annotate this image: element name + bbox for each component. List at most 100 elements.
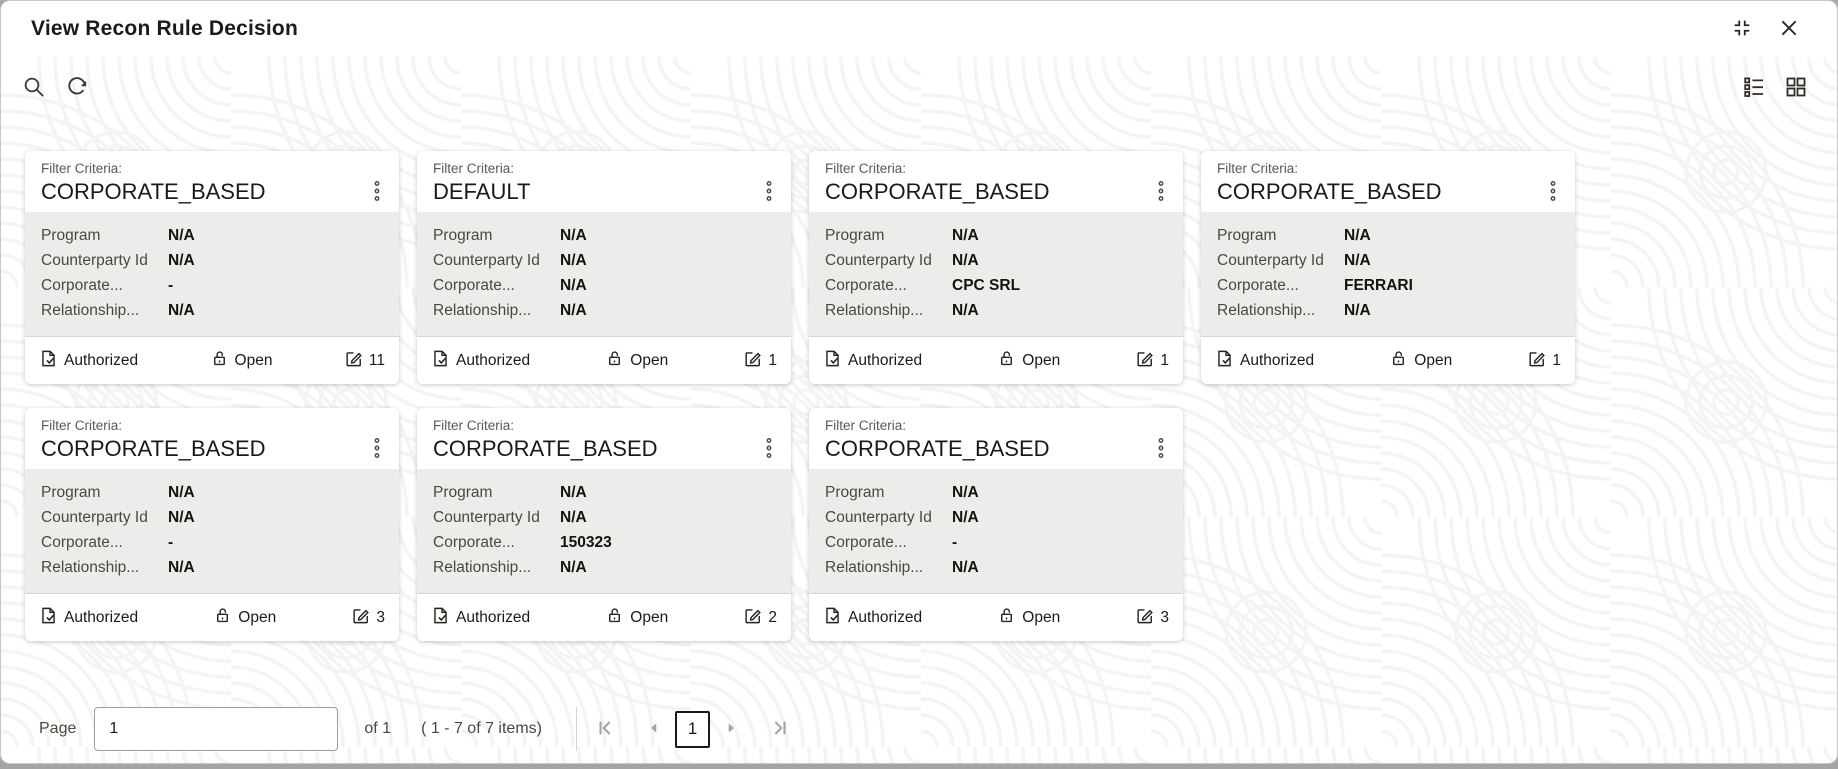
field-row-relationship: Relationship... N/A [41, 298, 383, 323]
field-row-counterparty-id: Counterparty Id N/A [433, 505, 775, 530]
field-value: - [952, 534, 958, 551]
field-value: N/A [1344, 227, 1371, 244]
field-value: N/A [168, 484, 195, 501]
paginator-divider [575, 707, 577, 751]
authorization-status-label: Authorized [64, 608, 139, 626]
field-label: Corporate... [825, 534, 907, 551]
field-value: N/A [168, 227, 195, 244]
grid-view-icon [1784, 75, 1808, 102]
field-label: Program [825, 484, 885, 501]
page-number-input[interactable] [94, 707, 339, 751]
field-row-program: Program N/A [41, 480, 383, 505]
authorized-document-icon [823, 349, 842, 373]
field-row-relationship: Relationship... N/A [825, 555, 1167, 580]
close-icon [1779, 18, 1799, 41]
field-row-counterparty-id: Counterparty Id N/A [433, 248, 775, 273]
kebab-menu-button[interactable] [1153, 178, 1169, 207]
field-value: N/A [1344, 302, 1371, 319]
previous-page-button[interactable] [643, 717, 665, 742]
collapse-window-button[interactable] [1727, 13, 1757, 46]
edit-icon [1135, 606, 1154, 630]
field-label: Program [1217, 227, 1277, 244]
modification-count: 11 [344, 349, 385, 373]
card-header: Filter Criteria: CORPORATE_BASED [25, 151, 399, 212]
current-page-button[interactable]: 1 [674, 710, 710, 748]
first-page-button[interactable] [593, 715, 619, 744]
edit-icon [743, 349, 762, 373]
last-page-button[interactable] [766, 715, 792, 744]
authorization-status-label: Authorized [848, 608, 923, 626]
field-value: N/A [560, 509, 587, 526]
page-label: Page [39, 720, 77, 737]
field-label: Corporate... [433, 277, 515, 294]
field-label: Counterparty Id [41, 252, 148, 269]
field-label: Program [433, 484, 493, 501]
toolbar [1, 57, 1837, 103]
edit-icon [1135, 349, 1154, 373]
field-value: N/A [952, 252, 979, 269]
field-label: Relationship... [825, 302, 924, 319]
recon-rule-card: Filter Criteria: CORPORATE_BASED Program… [809, 151, 1183, 384]
card-header: Filter Criteria: CORPORATE_BASED [417, 408, 791, 469]
card-header: Filter Criteria: CORPORATE_BASED [1201, 151, 1575, 212]
filter-criteria-label: Filter Criteria: [433, 161, 515, 176]
kebab-menu-icon [373, 180, 381, 205]
field-value: N/A [560, 302, 587, 319]
authorized-document-icon [431, 606, 450, 630]
field-row-counterparty-id: Counterparty Id N/A [41, 248, 383, 273]
field-value: N/A [560, 484, 587, 501]
record-status-label: Open [238, 608, 277, 626]
card-footer: Authorized Open [1201, 336, 1575, 384]
authorization-status-label: Authorized [848, 351, 923, 369]
search-button[interactable] [19, 72, 49, 105]
field-row-corporate: Corporate... N/A [433, 273, 775, 298]
field-label: Corporate... [825, 277, 907, 294]
last-page-icon [768, 717, 790, 742]
field-label: Program [433, 227, 493, 244]
search-icon [22, 75, 46, 102]
first-page-icon [595, 717, 617, 742]
kebab-menu-button[interactable] [1545, 178, 1561, 207]
authorization-status-label: Authorized [64, 351, 139, 369]
authorization-status: Authorized [823, 606, 922, 630]
record-status-label: Open [1414, 351, 1453, 369]
modification-count: 1 [743, 349, 777, 373]
field-value: - [168, 534, 174, 551]
next-page-button[interactable] [720, 717, 742, 742]
filter-criteria-label: Filter Criteria: [825, 161, 907, 176]
record-status: Open [997, 606, 1060, 630]
field-label: Counterparty Id [433, 509, 540, 526]
card-title: CORPORATE_BASED [433, 436, 658, 461]
kebab-menu-button[interactable] [1153, 435, 1169, 464]
close-window-button[interactable] [1775, 14, 1803, 45]
field-value: N/A [952, 509, 979, 526]
record-status-label: Open [1022, 608, 1061, 626]
card-footer: Authorized Open [417, 593, 791, 641]
field-row-relationship: Relationship... N/A [41, 555, 383, 580]
grid-view-toggle-button[interactable] [1781, 72, 1811, 105]
authorized-document-icon [823, 606, 842, 630]
kebab-menu-button[interactable] [761, 178, 777, 207]
kebab-menu-button[interactable] [369, 178, 385, 207]
list-view-icon [1742, 75, 1766, 102]
field-row-relationship: Relationship... N/A [825, 298, 1167, 323]
kebab-menu-button[interactable] [369, 435, 385, 464]
kebab-menu-button[interactable] [761, 435, 777, 464]
filter-criteria-label: Filter Criteria: [433, 418, 515, 433]
recon-rule-card: Filter Criteria: CORPORATE_BASED Program… [25, 408, 399, 641]
field-label: Counterparty Id [41, 509, 148, 526]
field-row-counterparty-id: Counterparty Id N/A [825, 248, 1167, 273]
card-body: Program N/A Counterparty Id N/A Corporat… [1201, 212, 1575, 336]
card-title: CORPORATE_BASED [825, 179, 1050, 204]
items-range-text: ( 1 - 7 of 7 items) [421, 720, 542, 737]
field-row-corporate: Corporate... - [41, 530, 383, 555]
modification-count: 3 [351, 606, 385, 630]
edit-icon [1527, 349, 1546, 373]
modification-count: 1 [1135, 349, 1169, 373]
list-view-toggle-button[interactable] [1739, 72, 1769, 105]
record-status-label: Open [630, 608, 669, 626]
refresh-button[interactable] [61, 71, 92, 105]
card-footer: Authorized Open [809, 593, 1183, 641]
field-label: Program [825, 227, 885, 244]
card-header: Filter Criteria: CORPORATE_BASED [25, 408, 399, 469]
